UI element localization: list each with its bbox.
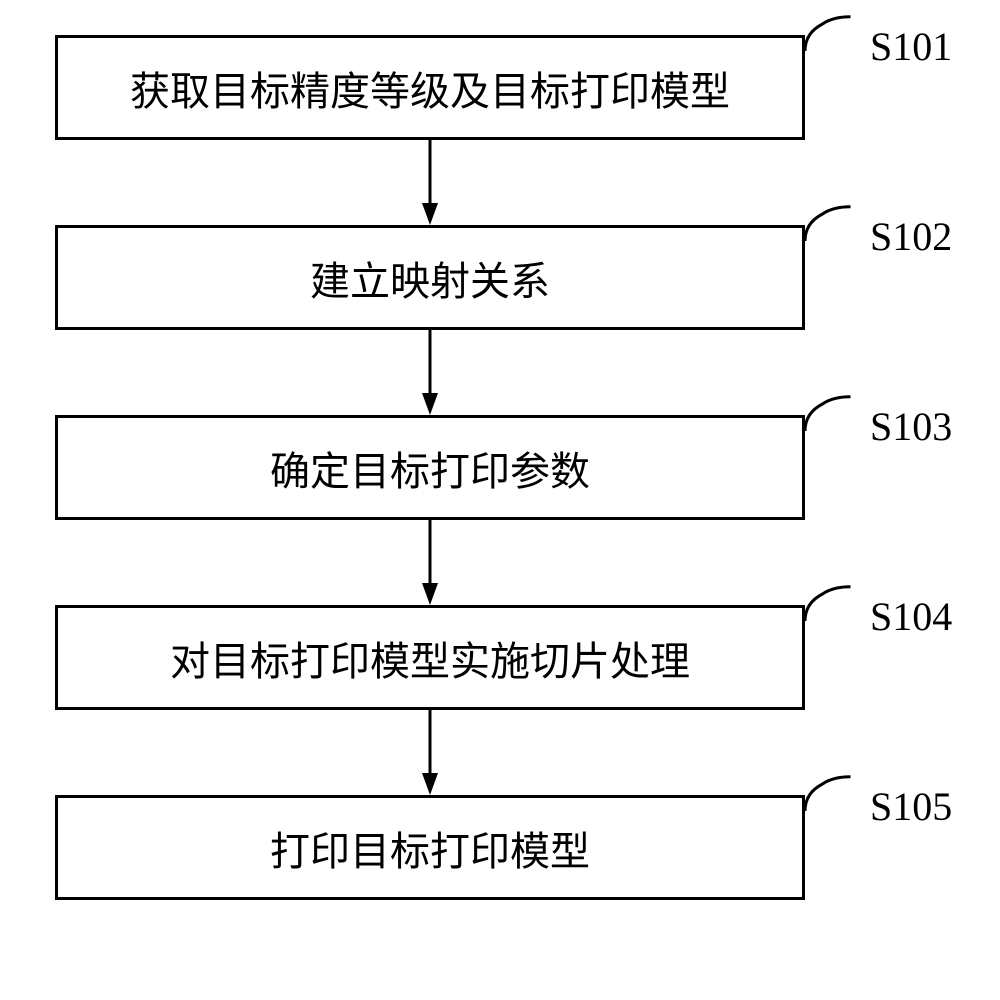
step-label-connector (801, 775, 846, 821)
step-label-text: S103 (870, 404, 952, 449)
flowchart-node: 确定目标打印参数 (55, 415, 805, 520)
step-label-text: S105 (870, 784, 952, 829)
step-label: S103 (870, 403, 952, 450)
flowchart-node: 获取目标精度等级及目标打印模型 (55, 35, 805, 140)
flowchart-arrow (410, 140, 450, 225)
flowchart-node: 建立映射关系 (55, 225, 805, 330)
flowchart-arrow (410, 330, 450, 415)
step-label-text: S102 (870, 214, 952, 259)
step-label: S102 (870, 213, 952, 260)
flowchart-arrow (410, 710, 450, 795)
flowchart-canvas: 获取目标精度等级及目标打印模型建立映射关系确定目标打印参数对目标打印模型实施切片… (0, 0, 1000, 1000)
step-label-text: S104 (870, 594, 952, 639)
step-label-connector (801, 15, 846, 61)
step-label: S101 (870, 23, 952, 70)
step-label-connector (801, 395, 846, 441)
flowchart-node: 对目标打印模型实施切片处理 (55, 605, 805, 710)
flowchart-node-text: 打印目标打印模型 (270, 819, 590, 877)
flowchart-node-text: 对目标打印模型实施切片处理 (170, 629, 690, 687)
flowchart-node-text: 获取目标精度等级及目标打印模型 (130, 59, 730, 117)
flowchart-node: 打印目标打印模型 (55, 795, 805, 900)
step-label-connector (801, 205, 846, 251)
flowchart-arrow (410, 520, 450, 605)
step-label: S105 (870, 783, 952, 830)
step-label: S104 (870, 593, 952, 640)
step-label-text: S101 (870, 24, 952, 69)
step-label-connector (801, 585, 846, 631)
flowchart-node-text: 建立映射关系 (310, 249, 550, 307)
flowchart-node-text: 确定目标打印参数 (270, 439, 590, 497)
